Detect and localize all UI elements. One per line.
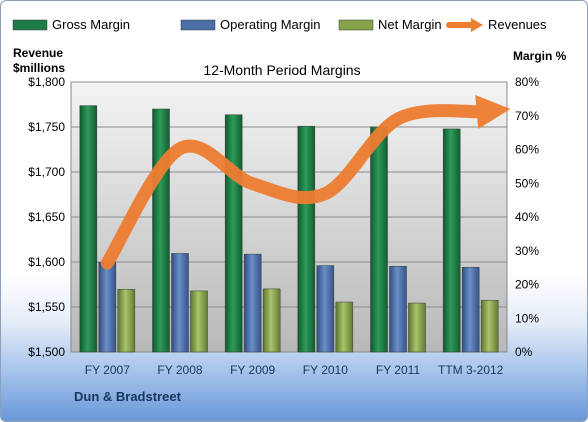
net-margin-bar xyxy=(408,302,426,353)
company-name: Dun & Bradstreet xyxy=(74,389,181,404)
right-tick-label: 0% xyxy=(515,345,533,359)
net-margin-bar xyxy=(262,288,281,353)
gross-margin-bar xyxy=(152,108,170,353)
left-tick-label: $1,550 xyxy=(28,300,65,314)
category-label: FY 2009 xyxy=(230,363,275,377)
category-label: FY 2007 xyxy=(85,363,130,377)
left-tick-label: $1,500 xyxy=(28,345,65,359)
legend-label-operating-margin: Operating Margin xyxy=(220,17,320,32)
right-axis-label: Margin % xyxy=(513,49,567,63)
gross-margin-bar xyxy=(224,114,243,353)
left-tick-label: $1,700 xyxy=(28,165,65,179)
legend-swatch-operating-margin xyxy=(180,19,216,31)
right-tick-label: 60% xyxy=(515,143,539,157)
operating-margin-bar xyxy=(171,253,189,353)
left-axis-label-line1: Revenue xyxy=(13,46,63,60)
operating-margin-bar xyxy=(243,253,262,353)
right-tick-label: 30% xyxy=(515,244,539,258)
category-label: FY 2010 xyxy=(303,363,348,377)
gross-margin-bar xyxy=(442,128,461,353)
legend-label-net-margin: Net Margin xyxy=(378,17,442,32)
revenues-line xyxy=(100,95,511,270)
right-tick-label: 10% xyxy=(515,311,539,325)
right-tick-label: 50% xyxy=(515,176,539,190)
net-margin-bar xyxy=(117,288,136,353)
chart-title: 12-Month Period Margins xyxy=(203,62,360,78)
legend-swatch-net-margin xyxy=(338,19,374,31)
right-tick-label: 70% xyxy=(515,109,539,123)
category-label: FY 2008 xyxy=(157,363,202,377)
net-margin-bar xyxy=(190,290,208,353)
legend-label-revenues: Revenues xyxy=(488,17,547,32)
right-tick-label: 80% xyxy=(515,75,539,89)
left-tick-label: $1,800 xyxy=(28,75,65,89)
category-label: FY 2011 xyxy=(376,363,421,377)
net-margin-bar xyxy=(335,301,354,353)
gross-margin-bar xyxy=(79,105,98,353)
operating-margin-bar xyxy=(461,267,480,353)
operating-margin-bar xyxy=(316,265,335,353)
gross-margin-bar xyxy=(370,126,388,353)
gross-margin-bar xyxy=(297,125,316,353)
legend-swatch-gross-margin xyxy=(12,19,48,31)
left-tick-label: $1,750 xyxy=(28,120,65,134)
operating-margin-bar xyxy=(98,261,117,353)
left-tick-label: $1,600 xyxy=(28,255,65,269)
right-tick-label: 20% xyxy=(515,278,539,292)
left-axis-label-line2: $millions xyxy=(13,61,65,75)
legend-arrow-icon xyxy=(471,18,483,32)
net-margin-bar xyxy=(480,300,499,353)
right-tick-label: 40% xyxy=(515,210,539,224)
operating-margin-bar xyxy=(389,266,407,353)
category-label: TTM 3-2012 xyxy=(438,363,504,377)
left-tick-label: $1,650 xyxy=(28,210,65,224)
legend-label-gross-margin: Gross Margin xyxy=(52,17,130,32)
